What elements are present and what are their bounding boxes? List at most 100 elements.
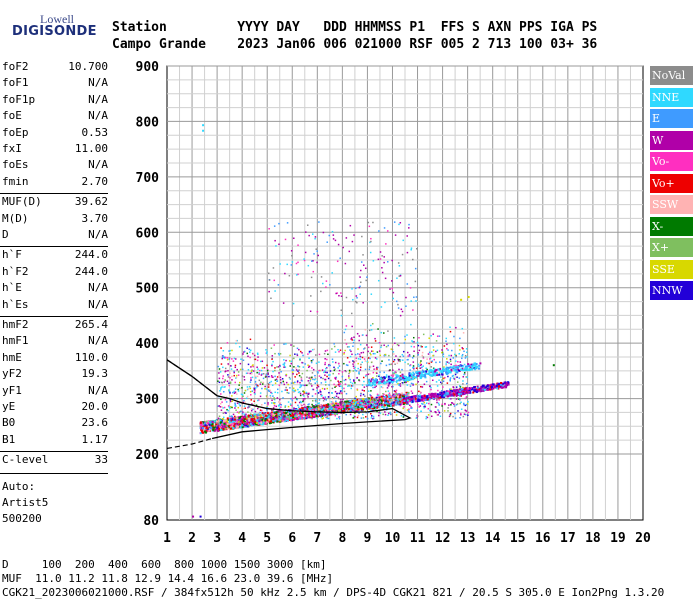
echo-point xyxy=(328,392,330,394)
echo-point xyxy=(380,355,382,357)
echo-point xyxy=(328,384,330,386)
echo-point xyxy=(463,404,465,406)
echo-point xyxy=(370,238,372,240)
echo-point xyxy=(338,383,340,385)
echo-point xyxy=(304,398,306,400)
echo-point xyxy=(457,410,459,412)
echo-point xyxy=(455,327,457,329)
echo-point xyxy=(271,365,273,367)
echo-point xyxy=(375,398,377,400)
echo-point xyxy=(447,361,449,363)
echo-point xyxy=(346,237,348,239)
echo-point xyxy=(336,393,338,395)
echo-point xyxy=(311,404,313,406)
echo-point xyxy=(347,385,349,387)
echo-point xyxy=(379,371,381,373)
echo-point xyxy=(391,348,393,350)
echo-point xyxy=(234,407,236,409)
echo-point xyxy=(398,394,400,396)
echo-point xyxy=(412,384,414,386)
echo-point xyxy=(385,278,387,280)
echo-point xyxy=(370,366,372,368)
echo-point xyxy=(420,360,422,362)
echo-point xyxy=(437,368,439,370)
echo-point xyxy=(221,363,223,365)
echo-point xyxy=(274,392,276,394)
echo-point xyxy=(212,421,214,423)
echo-point xyxy=(268,383,270,385)
echo-point xyxy=(407,283,409,285)
echo-point xyxy=(432,355,434,357)
y-tick-label: 300 xyxy=(136,393,160,408)
echo-point xyxy=(280,379,282,381)
echo-point xyxy=(249,351,251,353)
echo-point xyxy=(270,417,272,419)
echo-point xyxy=(311,413,313,415)
echo-point xyxy=(412,401,414,403)
echo-point xyxy=(244,415,246,417)
echo-point xyxy=(330,370,332,372)
x-tick-label: 16 xyxy=(535,531,551,546)
echo-point xyxy=(270,421,272,423)
echo-point xyxy=(369,330,371,332)
echo-point xyxy=(338,351,340,353)
echo-point xyxy=(323,417,325,419)
echo-point xyxy=(302,355,304,357)
echo-point xyxy=(231,395,233,397)
echo-point xyxy=(391,386,393,388)
echo-point xyxy=(267,373,269,375)
echo-point xyxy=(381,404,383,406)
echo-point xyxy=(301,407,303,409)
echo-point xyxy=(376,375,378,377)
echo-point xyxy=(285,343,287,345)
echo-point xyxy=(242,369,244,371)
echo-point xyxy=(306,407,308,409)
echo-point xyxy=(328,406,330,408)
echo-point xyxy=(227,374,229,376)
echo-point xyxy=(268,273,270,275)
echo-point xyxy=(292,400,294,402)
echo-point xyxy=(394,343,396,345)
echo-point xyxy=(247,425,249,427)
echo-point xyxy=(315,393,317,395)
echo-point xyxy=(416,375,418,377)
echo-point xyxy=(420,365,422,367)
echo-point xyxy=(299,366,301,368)
echo-point xyxy=(388,359,390,361)
echo-point xyxy=(437,409,439,411)
echo-point xyxy=(399,361,401,363)
echo-point xyxy=(454,378,456,380)
echo-point xyxy=(352,241,354,243)
echo-point xyxy=(374,353,376,355)
echo-point xyxy=(297,380,299,382)
echo-point xyxy=(357,404,359,406)
echo-point xyxy=(318,408,320,410)
echo-point xyxy=(400,405,402,407)
echo-point xyxy=(435,351,437,353)
echo-point xyxy=(218,428,220,430)
echo-point xyxy=(438,374,440,376)
echo-point xyxy=(261,388,263,390)
echo-point xyxy=(233,375,235,377)
echo-point xyxy=(250,413,252,415)
echo-point xyxy=(228,350,230,352)
echo-point xyxy=(391,399,393,401)
echo-point xyxy=(229,358,231,360)
echo-point xyxy=(379,350,381,352)
echo-point xyxy=(375,340,377,342)
echo-point xyxy=(385,402,387,404)
echo-point xyxy=(386,374,388,376)
echo-point xyxy=(324,364,326,366)
echo-point xyxy=(237,389,239,391)
echo-point xyxy=(322,407,324,409)
echo-point xyxy=(220,419,222,421)
echo-point xyxy=(410,300,412,302)
echo-point xyxy=(458,353,460,355)
echo-point xyxy=(296,369,298,371)
echo-point xyxy=(473,386,475,388)
echo-point xyxy=(308,403,310,405)
echo-point xyxy=(271,381,273,383)
echo-point xyxy=(308,380,310,382)
echo-point xyxy=(237,402,239,404)
echo-point xyxy=(441,392,443,394)
